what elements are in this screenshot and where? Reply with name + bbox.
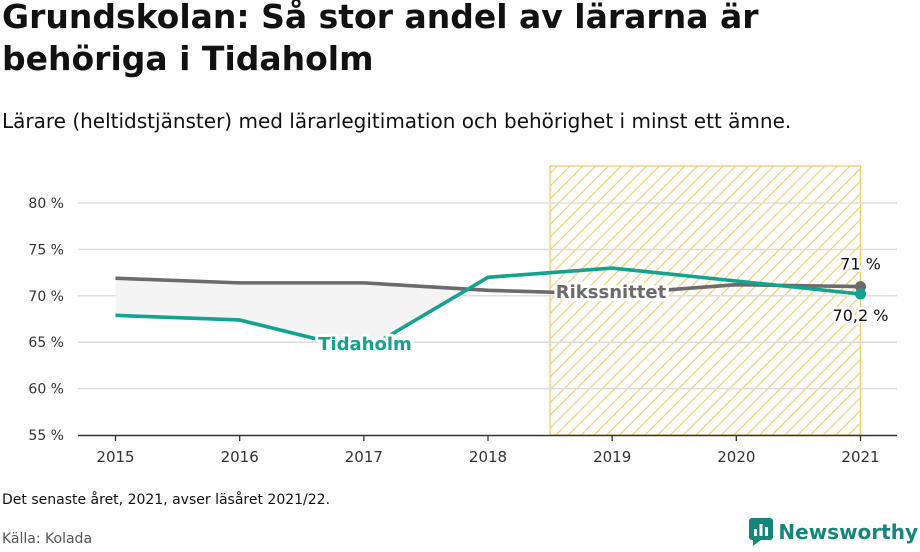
series-label-rikssnittet-halo: Rikssnittet [556, 282, 667, 303]
x-tick-label: 2017 [345, 448, 383, 466]
bar-chart-icon [749, 518, 774, 546]
y-tick-label: 80 % [28, 196, 64, 212]
x-tick-label: 2020 [717, 448, 755, 466]
chart-title: Grundskolan: Så stor andel av lärarna är… [2, 0, 759, 78]
y-tick-label: 75 % [28, 242, 64, 258]
end-point-tidaholm [855, 288, 866, 300]
x-tick-label: 2021 [841, 448, 879, 466]
y-tick-label: 55 % [28, 428, 64, 444]
x-tick-label: 2015 [96, 448, 134, 466]
x-tick-label: 2018 [469, 448, 507, 466]
y-tick-label: 60 % [28, 382, 64, 398]
line-chart: RikssnittetRikssnittetTidaholmTidaholm71… [28, 165, 897, 466]
brand-logo: Newsworthy [749, 518, 918, 546]
gap-area [115, 278, 469, 351]
x-tick-label: 2016 [221, 448, 259, 466]
y-tick-label: 65 % [28, 335, 64, 351]
series-line-rikssnittet [115, 276, 861, 296]
end-value-label-rikssnittet: 71 % [840, 255, 881, 274]
series-label-tidaholm: Tidaholm [318, 334, 412, 355]
end-value-label-tidaholm-halo: 70,2 % [833, 306, 889, 325]
y-tick-label: 70 % [28, 289, 64, 305]
series-label-rikssnittet: Rikssnittet [556, 282, 667, 303]
series-line-tidaholm [115, 266, 861, 353]
footnote: Det senaste året, 2021, avser läsåret 20… [2, 492, 331, 508]
source-text: Källa: Kolada [2, 531, 93, 547]
x-tick-label: 2019 [593, 448, 631, 466]
end-value-label-tidaholm: 70,2 % [833, 306, 889, 325]
series-label-tidaholm-halo: Tidaholm [318, 334, 412, 355]
chart-subtitle: Lärare (heltidstjänster) med lärarlegiti… [2, 109, 792, 133]
end-value-label-rikssnittet-halo: 71 % [840, 255, 881, 274]
brand-name: Newsworthy [778, 520, 918, 544]
highlight-period [549, 165, 862, 436]
